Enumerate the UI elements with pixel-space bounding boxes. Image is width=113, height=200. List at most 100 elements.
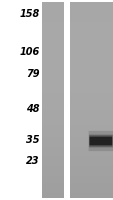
Bar [42, 36, 64, 39]
Bar [42, 191, 64, 193]
Bar [69, 39, 112, 41]
Bar [42, 46, 64, 49]
Bar [42, 176, 64, 178]
Bar [69, 93, 112, 95]
Bar [42, 166, 64, 169]
Bar [69, 68, 112, 71]
Bar [69, 31, 112, 34]
Bar [69, 105, 112, 107]
Bar [69, 188, 112, 191]
Bar [69, 178, 112, 181]
Bar [69, 151, 112, 154]
Bar [42, 41, 64, 44]
Bar [42, 53, 64, 56]
Bar [69, 63, 112, 66]
Bar [42, 188, 64, 191]
Bar [42, 26, 64, 29]
Bar [69, 120, 112, 122]
Bar [42, 173, 64, 176]
Bar [42, 110, 64, 112]
Bar [69, 154, 112, 156]
Bar [69, 196, 112, 198]
Bar [42, 90, 64, 93]
Bar [42, 156, 64, 159]
Bar [42, 115, 64, 117]
Bar [69, 102, 112, 105]
Bar [64, 2, 69, 198]
Bar [69, 115, 112, 117]
Bar [42, 105, 64, 107]
Bar [69, 169, 112, 171]
Bar [69, 34, 112, 36]
Bar [42, 44, 64, 46]
Bar [42, 14, 64, 17]
Text: 79: 79 [26, 69, 39, 79]
FancyBboxPatch shape [89, 137, 111, 145]
Bar [42, 139, 64, 142]
Bar [69, 90, 112, 93]
Bar [42, 63, 64, 66]
Bar [69, 7, 112, 9]
Text: 35: 35 [26, 135, 39, 145]
Bar [42, 4, 64, 7]
Bar [42, 85, 64, 88]
Bar [42, 134, 64, 137]
Bar [42, 22, 64, 24]
Bar [69, 66, 112, 68]
Bar [69, 127, 112, 129]
Bar [69, 26, 112, 29]
Bar [69, 95, 112, 98]
Bar [42, 144, 64, 147]
Bar [42, 9, 64, 12]
Bar [69, 137, 112, 139]
Bar [42, 98, 64, 100]
Bar [42, 61, 64, 63]
Bar [42, 120, 64, 122]
Bar [42, 151, 64, 154]
Bar [42, 147, 64, 149]
Bar [69, 183, 112, 186]
Bar [42, 58, 64, 61]
Bar [42, 39, 64, 41]
Bar [42, 137, 64, 139]
Bar [42, 183, 64, 186]
Bar [42, 132, 64, 134]
Bar [69, 191, 112, 193]
Bar [69, 88, 112, 90]
Bar [42, 112, 64, 115]
Bar [42, 129, 64, 132]
Bar [42, 164, 64, 166]
Bar [69, 78, 112, 80]
Bar [42, 122, 64, 124]
Bar [42, 181, 64, 183]
Bar [69, 17, 112, 19]
Bar [69, 22, 112, 24]
Bar [69, 19, 112, 22]
Bar [42, 127, 64, 129]
Bar [42, 149, 64, 151]
Bar [69, 75, 112, 78]
FancyBboxPatch shape [88, 135, 112, 147]
Bar [69, 61, 112, 63]
Bar [42, 75, 64, 78]
Bar [42, 117, 64, 120]
Bar [42, 78, 64, 80]
Bar [42, 80, 64, 83]
Bar [69, 122, 112, 124]
Bar [69, 164, 112, 166]
Bar [69, 51, 112, 53]
Bar [69, 147, 112, 149]
Bar [42, 107, 64, 110]
Bar [42, 124, 64, 127]
Bar [69, 24, 112, 26]
Bar [42, 7, 64, 9]
Bar [42, 68, 64, 71]
Bar [69, 49, 112, 51]
Bar [42, 51, 64, 53]
Bar [69, 14, 112, 17]
Bar [42, 154, 64, 156]
Bar [69, 2, 112, 4]
Bar [69, 181, 112, 183]
Bar [69, 134, 112, 137]
Bar [69, 36, 112, 39]
